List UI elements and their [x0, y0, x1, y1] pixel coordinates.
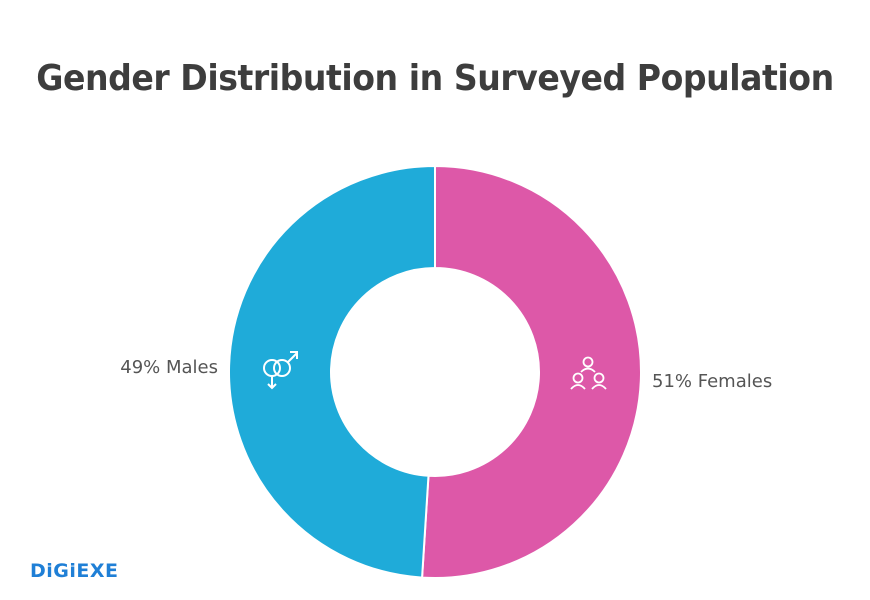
gender-symbol-icon	[263, 351, 298, 390]
slice-males	[228, 164, 436, 579]
chart-title: Gender Distribution in Surveyed Populati…	[36, 58, 834, 99]
digiexe-logo: DiGiEXE	[30, 560, 119, 582]
women-group-icon	[570, 356, 607, 390]
slice-label-females: 51% Females	[652, 371, 772, 392]
slice-females	[421, 164, 642, 579]
slice-label-males: 49% Males	[120, 357, 218, 378]
